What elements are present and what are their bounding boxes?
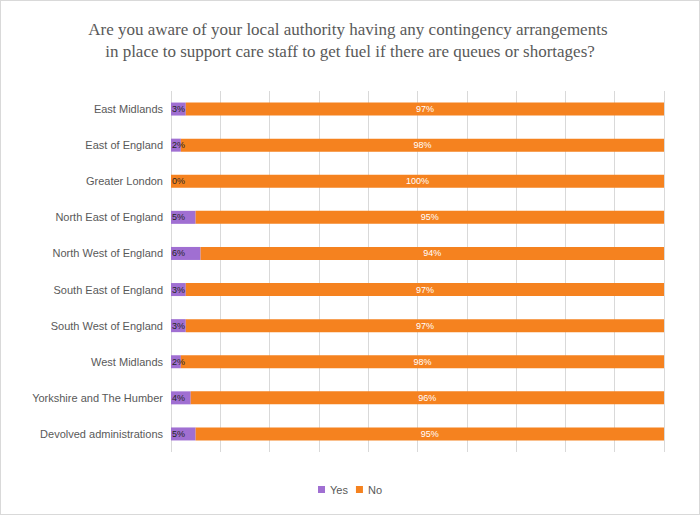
svg-text:No: No [368,484,382,496]
svg-text:95%: 95% [421,212,439,222]
svg-text:Greater London: Greater London [86,175,163,187]
svg-text:Are you aware of your local au: Are you aware of your local authority ha… [88,20,612,39]
svg-text:97%: 97% [416,285,434,295]
svg-text:South West of England: South West of England [51,320,163,332]
svg-text:6%: 6% [172,248,185,258]
svg-text:2%: 2% [172,140,185,150]
svg-text:96%: 96% [418,393,436,403]
svg-text:98%: 98% [413,357,431,367]
svg-text:Yorkshire and The Humber: Yorkshire and The Humber [32,392,163,404]
svg-text:97%: 97% [416,104,434,114]
svg-text:0%: 0% [172,176,185,186]
svg-text:3%: 3% [172,104,185,114]
svg-text:East Midlands: East Midlands [94,103,164,115]
svg-text:in place to support care staff: in place to support care staff to get fu… [105,42,595,61]
svg-text:3%: 3% [172,285,185,295]
svg-text:Yes: Yes [330,484,348,496]
svg-text:95%: 95% [421,429,439,439]
svg-text:3%: 3% [172,321,185,331]
svg-text:4%: 4% [172,393,185,403]
svg-text:94%: 94% [423,248,441,258]
svg-text:100%: 100% [406,176,429,186]
svg-text:North East of England: North East of England [55,211,163,223]
svg-text:5%: 5% [172,212,185,222]
svg-text:2%: 2% [172,357,185,367]
svg-text:97%: 97% [416,321,434,331]
svg-text:5%: 5% [172,429,185,439]
svg-text:West Midlands: West Midlands [91,356,163,368]
svg-text:South East of England: South East of England [54,284,163,296]
svg-text:Devolved administrations: Devolved administrations [40,428,163,440]
svg-text:East of England: East of England [85,139,163,151]
svg-text:North West of England: North West of England [53,247,163,259]
svg-text:98%: 98% [413,140,431,150]
